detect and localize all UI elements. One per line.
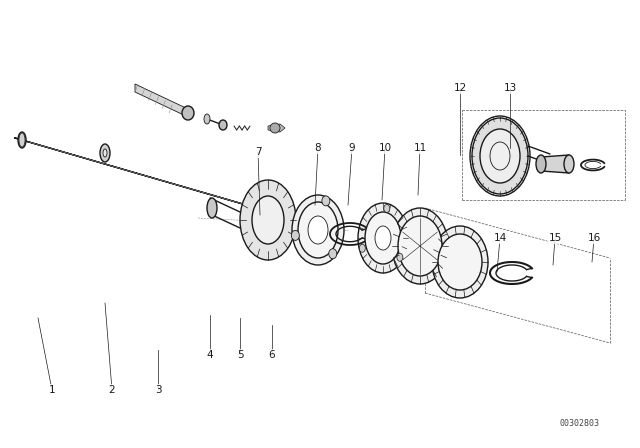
Text: 00302803: 00302803 — [560, 419, 600, 428]
Ellipse shape — [298, 202, 338, 258]
Ellipse shape — [291, 230, 300, 241]
Ellipse shape — [397, 253, 403, 261]
Text: 8: 8 — [315, 143, 321, 153]
Ellipse shape — [329, 249, 337, 259]
Ellipse shape — [182, 106, 194, 120]
Ellipse shape — [273, 204, 283, 224]
Ellipse shape — [432, 226, 488, 298]
Ellipse shape — [19, 133, 25, 147]
Ellipse shape — [384, 204, 390, 212]
Ellipse shape — [365, 212, 401, 264]
Polygon shape — [135, 84, 188, 117]
Ellipse shape — [536, 155, 546, 173]
Text: 2: 2 — [109, 385, 115, 395]
Ellipse shape — [204, 114, 210, 124]
Ellipse shape — [103, 149, 107, 157]
Ellipse shape — [252, 196, 284, 244]
Text: 14: 14 — [493, 233, 507, 243]
Ellipse shape — [292, 195, 344, 265]
Text: 5: 5 — [237, 350, 243, 360]
Text: 9: 9 — [349, 143, 355, 153]
Ellipse shape — [322, 196, 330, 206]
Text: 6: 6 — [269, 350, 275, 360]
Ellipse shape — [359, 244, 365, 252]
Ellipse shape — [472, 118, 528, 194]
Text: 12: 12 — [453, 83, 467, 93]
Polygon shape — [14, 138, 306, 222]
Ellipse shape — [480, 129, 520, 183]
Text: 10: 10 — [378, 143, 392, 153]
Ellipse shape — [490, 142, 510, 170]
Ellipse shape — [358, 203, 408, 273]
Ellipse shape — [438, 234, 482, 290]
Ellipse shape — [18, 132, 26, 148]
Ellipse shape — [219, 120, 227, 130]
Ellipse shape — [240, 180, 296, 260]
Ellipse shape — [207, 198, 217, 218]
Text: 7: 7 — [255, 147, 261, 157]
Text: 13: 13 — [504, 83, 516, 93]
Ellipse shape — [375, 226, 391, 250]
Text: 15: 15 — [548, 233, 562, 243]
Ellipse shape — [392, 208, 448, 284]
Text: 1: 1 — [49, 385, 55, 395]
Ellipse shape — [308, 216, 328, 244]
Ellipse shape — [270, 123, 280, 133]
Polygon shape — [268, 124, 285, 132]
Ellipse shape — [564, 155, 574, 173]
Ellipse shape — [398, 216, 442, 276]
Text: 3: 3 — [155, 385, 161, 395]
Polygon shape — [541, 155, 569, 173]
Text: 11: 11 — [413, 143, 427, 153]
Ellipse shape — [100, 144, 110, 162]
Text: 4: 4 — [207, 350, 213, 360]
Text: 16: 16 — [588, 233, 600, 243]
